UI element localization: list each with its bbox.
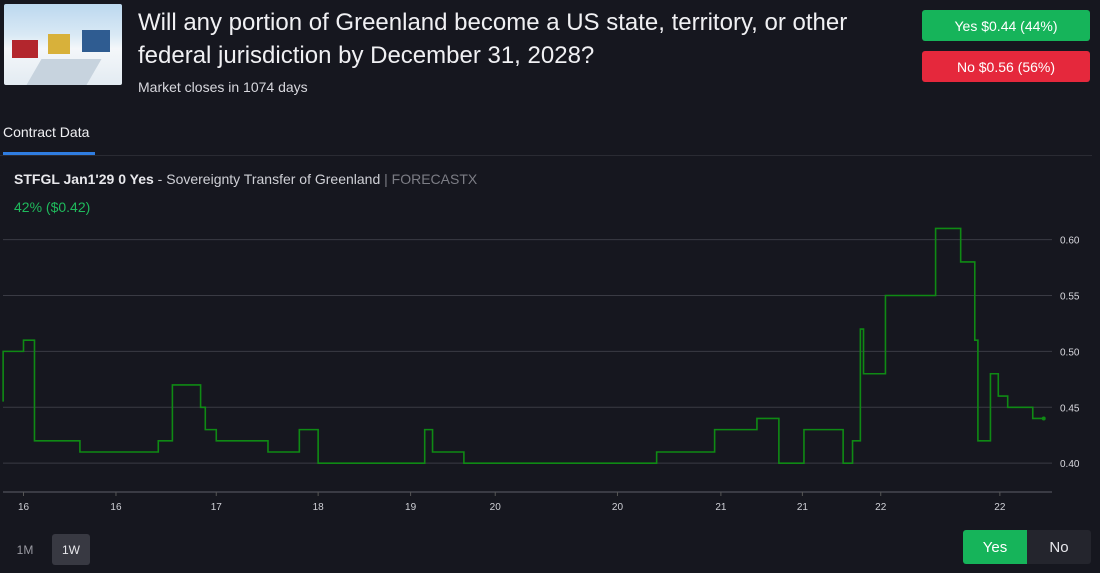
x-tick-label: 17 bbox=[211, 502, 223, 510]
toggle-yes[interactable]: Yes bbox=[963, 530, 1027, 564]
x-tick-label: 22 bbox=[875, 502, 887, 510]
y-tick-label: 0.55 bbox=[1060, 291, 1080, 302]
contract-name: Sovereignty Transfer of Greenland bbox=[166, 171, 381, 187]
market-close-time: Market closes in 1074 days bbox=[138, 79, 308, 95]
side-toggle: Yes No bbox=[963, 530, 1091, 564]
x-tick-label: 19 bbox=[405, 502, 417, 510]
price-chart[interactable]: 0.40 0.45 0.50 0.55 0.60 16 16 17 18 19 20 20 21 21 22… bbox=[0, 215, 1100, 510]
last-price-point bbox=[1041, 416, 1046, 421]
contract-heading: STFGL Jan1'29 0 Yes - Sovereignty Transf… bbox=[14, 171, 477, 187]
contract-ticker: STFGL Jan1'29 0 Yes bbox=[14, 171, 154, 187]
buy-no-button[interactable]: No $0.56 (56%) bbox=[922, 51, 1090, 82]
market-thumbnail bbox=[4, 4, 122, 85]
buy-yes-button[interactable]: Yes $0.44 (44%) bbox=[922, 10, 1090, 41]
y-tick-label: 0.40 bbox=[1060, 459, 1080, 470]
x-tick-label: 16 bbox=[18, 502, 30, 510]
x-tick-label: 16 bbox=[110, 502, 122, 510]
price-line bbox=[2, 227, 1044, 464]
tab-contract-data[interactable]: Contract Data bbox=[3, 124, 90, 140]
x-tick-label: 20 bbox=[612, 502, 624, 510]
market-title: Will any portion of Greenland become a U… bbox=[138, 9, 848, 69]
y-tick-label: 0.60 bbox=[1060, 236, 1080, 247]
contract-price: 42% ($0.42) bbox=[14, 199, 91, 215]
x-tick-label: 22 bbox=[994, 502, 1006, 510]
active-tab-indicator bbox=[3, 152, 95, 155]
x-tick-label: 21 bbox=[797, 502, 809, 510]
divider bbox=[0, 155, 1092, 156]
range-1m-button[interactable]: 1M bbox=[16, 542, 34, 557]
x-tick-label: 20 bbox=[490, 502, 502, 510]
contract-source: | FORECASTX bbox=[380, 171, 478, 187]
separator: - bbox=[153, 171, 167, 187]
y-tick-label: 0.50 bbox=[1060, 347, 1080, 358]
range-1w-button[interactable]: 1W bbox=[52, 534, 90, 565]
x-tick-label: 21 bbox=[715, 502, 727, 510]
x-tick-label: 18 bbox=[313, 502, 325, 510]
y-tick-label: 0.45 bbox=[1060, 403, 1080, 414]
toggle-no[interactable]: No bbox=[1027, 530, 1091, 564]
